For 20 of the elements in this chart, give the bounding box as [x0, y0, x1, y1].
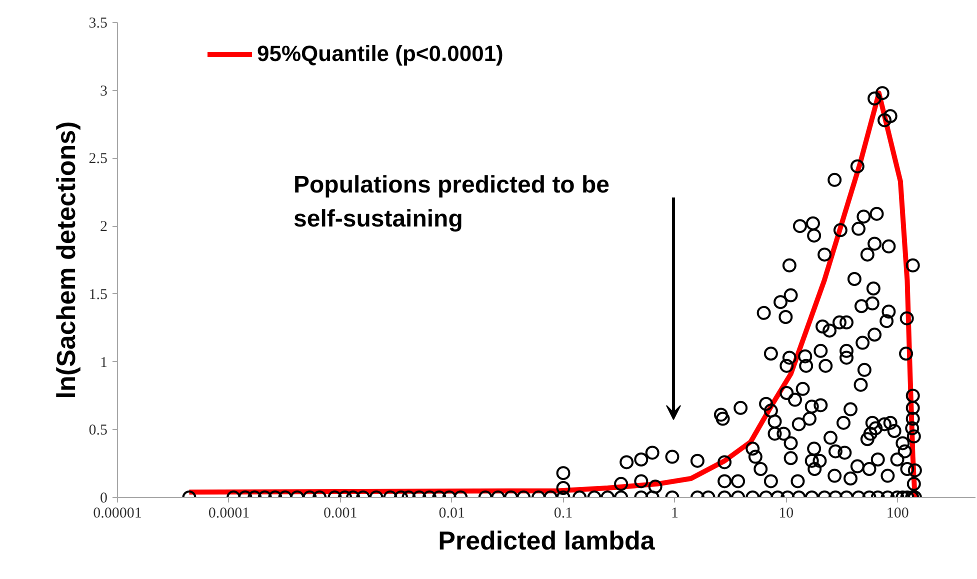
y-tick-label: 3 [100, 83, 108, 100]
y-axis-title: ln(Sachem detections) [50, 121, 81, 399]
x-tick-label: 0.0001 [208, 506, 250, 522]
y-tick-label: 0.5 [88, 422, 108, 439]
y-tick-label: 0 [100, 490, 108, 506]
y-tick-label: 2.5 [88, 151, 108, 168]
x-tick-label: 0.001 [324, 506, 358, 522]
x-tick-label: 10 [778, 506, 794, 522]
x-tick-label: 1 [670, 506, 678, 522]
x-tick-label: 0.01 [438, 506, 465, 522]
y-tick-label: 2 [100, 219, 108, 236]
y-tick-label: 1.5 [88, 286, 108, 303]
y-tick-label: 3.5 [88, 16, 108, 32]
x-axis-title: Predicted lambda [438, 526, 656, 556]
legend-label: 95%Quantile (p<0.0001) [257, 41, 504, 67]
y-tick-label: 1 [100, 354, 108, 371]
x-tick-label: 100 [886, 506, 909, 522]
x-tick-label: 0.00001 [93, 506, 142, 522]
x-tick-label: 0.1 [554, 506, 573, 522]
annotation: Populations predicted to be self-sustaining [294, 172, 610, 232]
